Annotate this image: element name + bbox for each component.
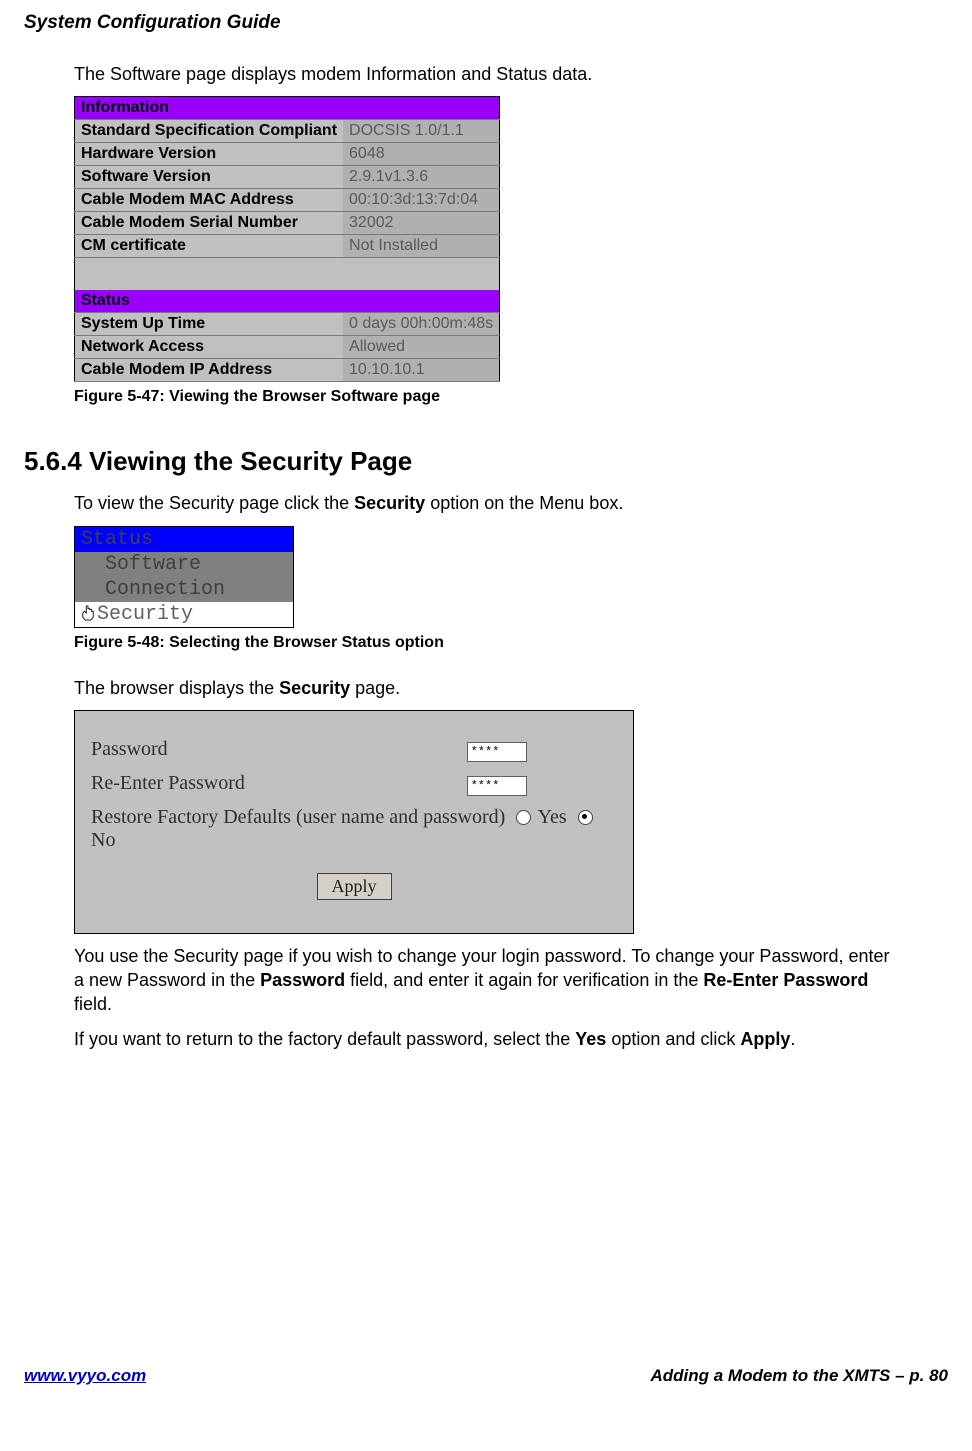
menu-software-item[interactable]: Software (75, 552, 294, 577)
menu-label: Software (105, 553, 201, 576)
security-settings-panel: Password Re-Enter Password Restore Facto… (74, 710, 634, 934)
password-bold: Password (260, 970, 345, 990)
page-footer: www.vyyo.com Adding a Modem to the XMTS … (24, 1366, 948, 1386)
text-fragment: To view the Security page click the (74, 493, 354, 513)
reenter-password-bold: Re-Enter Password (703, 970, 868, 990)
menu-label: Security (97, 603, 193, 626)
password-input[interactable] (467, 742, 527, 762)
no-option-label: No (91, 829, 115, 851)
text-fragment: The browser displays the (74, 678, 279, 698)
status-label: Cable Modem IP Address (75, 359, 344, 382)
menu-connection-item[interactable]: Connection (75, 577, 294, 602)
info-label: Standard Specification Compliant (75, 120, 344, 143)
footer-url-link[interactable]: www.vyyo.com (24, 1366, 146, 1386)
info-value: Not Installed (343, 235, 500, 258)
browser-displays-paragraph: The browser displays the Security page. (74, 676, 898, 700)
info-value: DOCSIS 1.0/1.1 (343, 120, 500, 143)
text-fragment: . (790, 1029, 795, 1049)
status-menu-box: Status Software Connection Security (74, 526, 294, 628)
reenter-password-label: Re-Enter Password (87, 767, 463, 801)
text-fragment: option and click (606, 1029, 740, 1049)
table-spacer (75, 258, 500, 291)
yes-option-label: Yes (538, 806, 567, 828)
info-section-header: Information (75, 97, 500, 120)
menu-status-item[interactable]: Status (75, 526, 294, 552)
menu-security-item[interactable]: Security (75, 602, 294, 628)
yes-bold: Yes (575, 1029, 606, 1049)
text-fragment: field. (74, 994, 112, 1014)
figure-47-caption: Figure 5-47: Viewing the Browser Softwar… (74, 388, 898, 406)
info-value: 6048 (343, 143, 500, 166)
apply-button[interactable]: Apply (317, 873, 392, 900)
factory-default-paragraph: If you want to return to the factory def… (74, 1027, 898, 1051)
change-password-paragraph: You use the Security page if you wish to… (74, 944, 898, 1017)
text-fragment: If you want to return to the factory def… (74, 1029, 575, 1049)
info-label: CM certificate (75, 235, 344, 258)
security-intro-paragraph: To view the Security page click the Secu… (74, 491, 898, 515)
security-bold: Security (279, 678, 350, 698)
apply-bold: Apply (740, 1029, 790, 1049)
figure-48-caption: Figure 5-48: Selecting the Browser Statu… (74, 634, 898, 652)
text-fragment: option on the Menu box. (425, 493, 623, 513)
status-value: 10.10.10.1 (343, 359, 500, 382)
info-label: Hardware Version (75, 143, 344, 166)
restore-yes-radio[interactable] (516, 810, 531, 825)
menu-label: Connection (105, 578, 225, 601)
status-label: System Up Time (75, 313, 344, 336)
restore-defaults-label: Restore Factory Defaults (user name and … (91, 806, 505, 828)
info-value: 00:10:3d:13:7d:04 (343, 189, 500, 212)
status-label: Network Access (75, 336, 344, 359)
reenter-password-input[interactable] (467, 776, 527, 796)
intro-paragraph: The Software page displays modem Informa… (74, 62, 898, 86)
status-section-header: Status (75, 290, 500, 313)
document-title: System Configuration Guide (24, 12, 948, 34)
information-status-table: Information Standard Specification Compl… (74, 96, 500, 382)
footer-page-info: Adding a Modem to the XMTS – p. 80 (650, 1366, 948, 1386)
password-label: Password (87, 733, 463, 767)
info-value: 2.9.1v1.3.6 (343, 166, 500, 189)
status-value: 0 days 00h:00m:48s (343, 313, 500, 336)
text-fragment: page. (350, 678, 400, 698)
security-bold: Security (354, 493, 425, 513)
text-fragment: field, and enter it again for verificati… (345, 970, 703, 990)
restore-no-radio[interactable] (578, 810, 593, 825)
info-label: Cable Modem Serial Number (75, 212, 344, 235)
info-value: 32002 (343, 212, 500, 235)
info-label: Software Version (75, 166, 344, 189)
section-5-6-4-heading: 5.6.4 Viewing the Security Page (24, 446, 948, 477)
status-value: Allowed (343, 336, 500, 359)
info-label: Cable Modem MAC Address (75, 189, 344, 212)
hand-cursor-icon (81, 605, 95, 621)
